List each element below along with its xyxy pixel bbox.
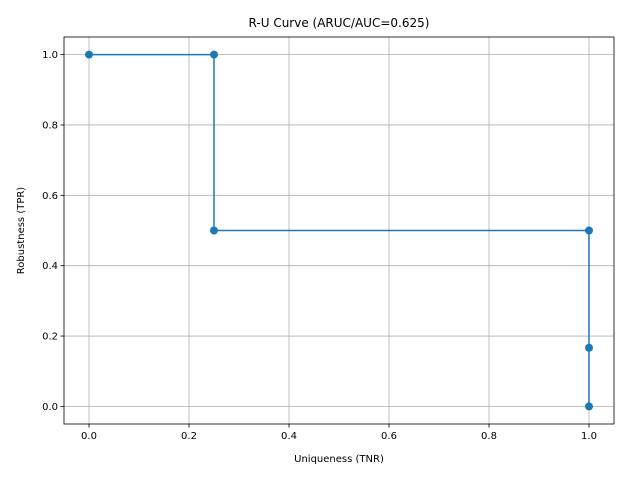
- series-layer: [85, 50, 593, 411]
- data-point: [585, 343, 593, 352]
- data-point: [85, 50, 93, 59]
- ticks: 0.0 0.2 0.4 0.6 0.8 1.0 0.0 0.2 0.4 0.6 0.8 1.0: [42, 50, 597, 442]
- data-point: [585, 402, 593, 411]
- x-axis-label: Uniqueness (TNR): [294, 454, 384, 465]
- plot-frame: [63, 36, 615, 425]
- data-point: [210, 226, 218, 235]
- chart-title: R-U Curve (ARUC/AUC=0.625): [249, 16, 430, 30]
- data-point: [210, 50, 218, 59]
- x-tick-label: 0.4: [281, 431, 297, 442]
- y-tick-label: 0.2: [42, 332, 58, 343]
- y-tick-label: 0.0: [42, 402, 58, 413]
- x-tick-label: 0.6: [381, 431, 397, 442]
- data-point: [585, 226, 593, 235]
- x-tick-label: 1.0: [581, 431, 597, 442]
- y-tick-label: 0.8: [42, 120, 58, 131]
- x-tick-label: 0.0: [81, 431, 97, 442]
- series-line: [89, 53, 590, 407]
- x-tick-label: 0.2: [181, 431, 197, 442]
- y-tick-label: 0.4: [42, 261, 58, 272]
- y-tick-label: 1.0: [42, 50, 58, 61]
- x-tick-label: 0.8: [481, 431, 497, 442]
- y-axis-label: Robustness (TPR): [16, 187, 27, 275]
- y-tick-label: 0.6: [42, 191, 58, 202]
